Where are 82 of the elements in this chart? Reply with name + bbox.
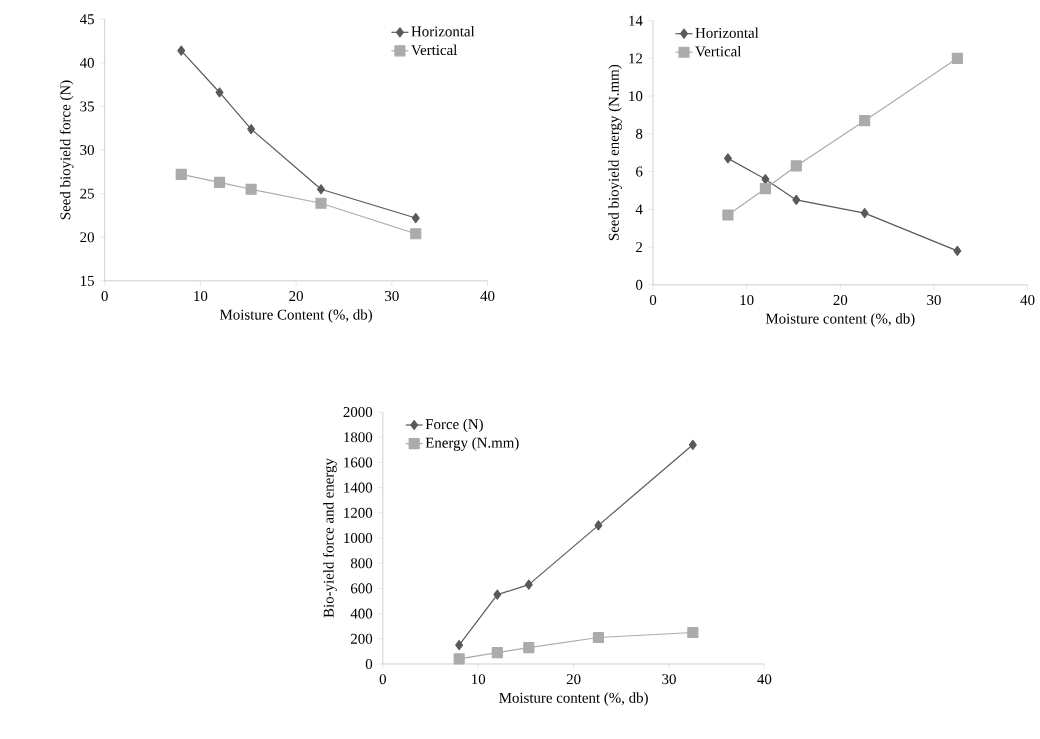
y-tick-label: 1200	[344, 507, 373, 518]
x-tick-label: 0	[379, 674, 387, 685]
point	[315, 197, 327, 209]
point	[951, 52, 963, 65]
legend-label: Horizontal	[695, 27, 759, 39]
point	[215, 87, 224, 98]
legend-label: Vertical	[695, 46, 742, 57]
point	[523, 642, 535, 654]
point	[177, 45, 186, 56]
x-tick-label: 30	[385, 291, 399, 302]
y-tick-label: 4	[635, 204, 643, 215]
x-tick-label: 20	[289, 291, 303, 302]
y-tick-label: 15	[80, 275, 94, 286]
y-axis-title: Seed bioyield energy (N.mm)	[608, 65, 622, 241]
point	[245, 183, 257, 195]
x-tick-label: 10	[194, 291, 208, 302]
y-tick-label: 1000	[344, 533, 373, 544]
y-tick-label: 45	[79, 14, 94, 25]
y-tick-label: 1800	[344, 432, 373, 443]
point	[790, 160, 802, 172]
point	[723, 153, 732, 164]
y-tick-label: 30	[80, 145, 94, 156]
y-tick-label: 2	[636, 242, 643, 253]
y-tick-label: 400	[350, 608, 373, 619]
point	[792, 194, 801, 206]
x-tick-label: 0	[649, 295, 657, 306]
x-tick-label: 30	[662, 674, 676, 685]
point	[175, 168, 187, 181]
legend-label: Vertical	[411, 44, 458, 56]
y-tick-label: 800	[350, 558, 373, 569]
point	[491, 647, 503, 659]
y-tick-label: 600	[350, 583, 373, 594]
x-tick-label: 0	[101, 291, 108, 302]
y-tick-label: 10	[629, 91, 643, 102]
y-tick-label: 6	[636, 166, 643, 177]
point	[688, 439, 697, 450]
y-axis-title: Bio-yield force and energy	[323, 458, 337, 618]
point	[759, 183, 771, 195]
y-tick-label: 14	[629, 15, 643, 26]
point	[687, 627, 699, 639]
y-tick-label: 0	[635, 279, 643, 290]
x-tick-label: 10	[740, 295, 754, 306]
point	[317, 184, 325, 195]
point	[859, 115, 871, 127]
y-axis-title: Seed bioyield force (N)	[59, 80, 74, 220]
y-tick-label: 1600	[344, 457, 373, 468]
legend-label: Energy (N.mm)	[425, 437, 519, 451]
y-tick-label: 1400	[344, 482, 373, 493]
point	[247, 124, 256, 135]
x-tick-label: 10	[472, 674, 486, 685]
x-tick-label: 20	[833, 295, 848, 306]
y-tick-label: 200	[351, 633, 373, 644]
y-tick-label: 25	[80, 188, 94, 199]
y-tick-label: 40	[79, 57, 94, 68]
x-tick-label: 40	[1020, 295, 1035, 306]
point	[453, 653, 465, 665]
point	[213, 176, 226, 188]
legend-label: Force (N)	[425, 418, 483, 433]
y-tick-label: 12	[629, 53, 643, 64]
legend-label: Horizontal	[411, 26, 475, 37]
x-tick-label: 40	[757, 674, 772, 685]
y-tick-label: 20	[80, 232, 94, 243]
point	[860, 208, 869, 219]
y-tick-label: 35	[80, 101, 94, 112]
point	[953, 245, 962, 257]
y-tick-label: 2000	[343, 407, 373, 418]
point	[411, 213, 420, 224]
point	[592, 632, 604, 644]
x-tick-label: 40	[480, 291, 495, 302]
y-tick-label: 0	[365, 659, 373, 670]
x-tick-label: 20	[566, 674, 581, 685]
y-tick-label: 8	[635, 128, 643, 139]
x-tick-label: 30	[927, 295, 941, 306]
x-axis-title: Moisture content (%, db)	[765, 313, 915, 327]
point	[524, 579, 533, 590]
point	[594, 520, 603, 531]
point	[722, 209, 734, 221]
point	[493, 589, 502, 600]
point	[455, 640, 464, 651]
x-axis-title: Moisture Content (%, db)	[219, 309, 372, 323]
x-axis-title: Moisture content (%, db)	[499, 692, 648, 706]
point	[410, 228, 422, 240]
